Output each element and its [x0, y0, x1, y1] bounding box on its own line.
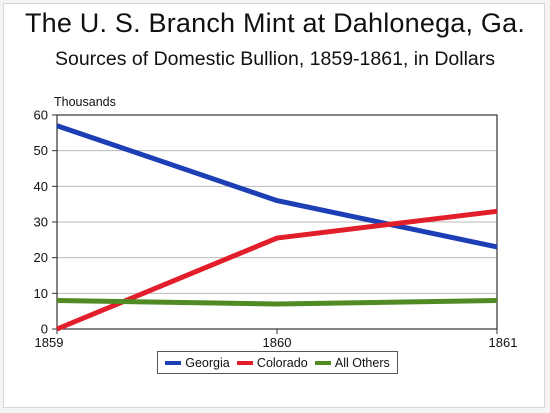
plot-border — [56, 114, 498, 330]
legend-item-georgia: Georgia — [165, 355, 230, 370]
legend-swatch-colorado — [236, 360, 253, 365]
legend-swatch-georgia — [165, 360, 182, 365]
x-tick-label-1861: 1861 — [489, 335, 518, 350]
x-tick-label-1860: 1860 — [263, 335, 292, 350]
y-tick-label-60: 60 — [34, 108, 48, 123]
legend-item-colorado: Colorado — [236, 355, 308, 370]
y-tick-label-0: 0 — [41, 322, 48, 337]
legend-swatch-all-others — [314, 360, 331, 365]
chart-title: The U. S. Branch Mint at Dahlonega, Ga. — [24, 8, 526, 38]
x-tick-label-1859: 1859 — [35, 335, 64, 350]
y-tick-label-30: 30 — [34, 215, 48, 230]
legend-label-all-others: All Others — [334, 355, 390, 370]
y-tick-label-50: 50 — [34, 143, 48, 158]
legend-label-colorado: Colorado — [256, 355, 308, 370]
chart-legend: Georgia Colorado All Others — [157, 351, 398, 374]
chart-subtitle: Sources of Domestic Bullion, 1859-1861, … — [54, 48, 496, 70]
y-tick-label-40: 40 — [34, 179, 48, 194]
y-axis-label: Thousands — [54, 95, 116, 109]
legend-label-georgia: Georgia — [185, 355, 230, 370]
legend-item-all-others: All Others — [314, 355, 390, 370]
y-tick-label-10: 10 — [34, 286, 48, 301]
y-tick-label-20: 20 — [34, 250, 48, 265]
